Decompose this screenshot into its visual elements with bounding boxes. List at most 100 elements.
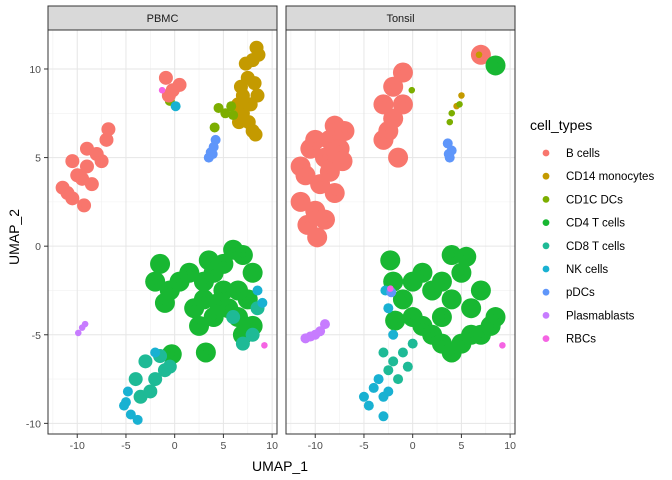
point-cd4-t-cells (176, 278, 183, 285)
point-b-cells (385, 127, 392, 134)
point-cd8-t-cells (409, 340, 416, 347)
point-cd4-t-cells (487, 322, 494, 329)
point-b-cells (380, 101, 387, 108)
legend-label: Plasmablasts (566, 310, 635, 322)
panel-border (285, 29, 516, 435)
facet-strip-label: PBMC (147, 13, 179, 25)
legend-label: CD1C DCs (566, 194, 623, 206)
point-b-cells (314, 234, 321, 241)
point-cd14-monocytes (236, 118, 243, 126)
point-pdcs (209, 150, 216, 157)
point-cd14-monocytes (255, 51, 262, 58)
point-cd8-t-cells (390, 358, 397, 365)
point-cd4-t-cells (157, 260, 164, 267)
point-cd4-t-cells (439, 340, 446, 347)
point-cd4-t-cells (458, 340, 465, 347)
point-nk-cells (390, 331, 397, 338)
point-nk-cells (365, 402, 373, 409)
point-b-cells (88, 180, 96, 188)
point-cd4-t-cells (191, 304, 198, 312)
point-cd8-t-cells (239, 340, 247, 347)
point-nk-cells (370, 384, 378, 391)
point-rbcs (261, 342, 268, 349)
point-b-cells (395, 154, 402, 161)
point-cd4-t-cells (429, 331, 436, 338)
point-nk-cells (121, 402, 128, 409)
point-cd14-monocytes (244, 74, 252, 81)
x-tick-label: 0 (410, 440, 416, 452)
point-cd1c-dcs (408, 86, 416, 94)
panel-pbmc: PBMC (47, 5, 278, 435)
point-nk-cells (380, 412, 387, 420)
point-cd8-t-cells (385, 366, 392, 374)
point-b-cells (331, 189, 339, 196)
point-cd14-monocytes (254, 92, 261, 99)
y-tick-label: 0 (35, 241, 41, 253)
point-cd4-t-cells (201, 296, 208, 303)
legend-item: CD4 T cells (542, 218, 625, 230)
legend-label: CD4 T cells (566, 218, 625, 230)
facet-strip (47, 5, 278, 31)
point-cd8-t-cells (404, 363, 412, 370)
point-cd4-t-cells (244, 296, 252, 303)
point-cd4-t-cells (463, 253, 470, 260)
point-cd4-t-cells (168, 350, 176, 358)
legend: cell_types B cells CD14 monocytes CD1C DCs… (530, 117, 654, 346)
point-cd14-monocytes (242, 60, 250, 67)
legend-label: B cells (566, 148, 600, 160)
panel-tonsil: Tonsil (285, 5, 516, 435)
point-cd14-monocytes (239, 109, 247, 117)
legend-item: CD14 monocytes (542, 171, 654, 183)
point-b-cells (105, 125, 112, 133)
point-pdcs (445, 150, 453, 157)
y-tick-label: 10 (29, 64, 41, 76)
point-cd14-monocytes (245, 118, 253, 126)
point-b-cells (74, 171, 81, 179)
point-cd8-t-cells (166, 363, 174, 370)
point-cd4-t-cells (429, 287, 436, 294)
point-cd14-monocytes (249, 56, 256, 64)
y-tick-label: -5 (32, 330, 41, 342)
point-b-cells (297, 163, 304, 170)
point-cd4-t-cells (225, 304, 232, 312)
point-cd8-t-cells (147, 388, 154, 395)
x-tick-label: 5 (220, 440, 226, 452)
facet-strip-label: Tonsil (386, 13, 414, 25)
x-tick-label: -10 (70, 440, 85, 452)
point-b-cells (297, 198, 304, 205)
point-cd4-t-cells (448, 296, 455, 303)
point-cd14-monocytes (247, 101, 254, 108)
point-b-cells (69, 195, 76, 202)
scatter-points (290, 44, 506, 422)
point-b-cells (326, 136, 334, 143)
point-cd14-monocytes (476, 51, 483, 58)
point-cd4-t-cells (458, 269, 465, 276)
point-cd1c-dcs (448, 109, 455, 117)
point-cd14-monocytes (239, 92, 247, 99)
point-cd4-t-cells (492, 313, 499, 320)
point-nk-cells (385, 388, 392, 395)
point-cd4-t-cells (205, 257, 213, 264)
legend-title: cell_types (530, 117, 592, 133)
point-cd4-t-cells (249, 322, 256, 329)
point-nk-cells (375, 375, 382, 382)
point-cd4-t-cells (235, 287, 242, 294)
y-tick-label: -10 (26, 418, 41, 430)
legend-key (542, 335, 550, 342)
facet-panels: PBMC Tonsil (47, 5, 516, 435)
point-plasmablasts (317, 327, 324, 335)
point-b-cells (331, 122, 339, 129)
point-cd4-t-cells (210, 269, 217, 276)
point-rbcs (499, 342, 506, 349)
point-cd8-t-cells (230, 313, 237, 320)
legend-item: B cells (542, 148, 600, 160)
point-nk-cells (259, 299, 266, 306)
point-cd4-t-cells (152, 278, 159, 285)
point-cd1c-dcs (446, 118, 454, 126)
point-cd4-t-cells (409, 313, 416, 320)
legend-label: CD14 monocytes (566, 171, 654, 183)
x-tick-label: 0 (172, 440, 178, 452)
legend-item: RBCs (542, 334, 596, 346)
point-cd8-t-cells (152, 375, 159, 382)
